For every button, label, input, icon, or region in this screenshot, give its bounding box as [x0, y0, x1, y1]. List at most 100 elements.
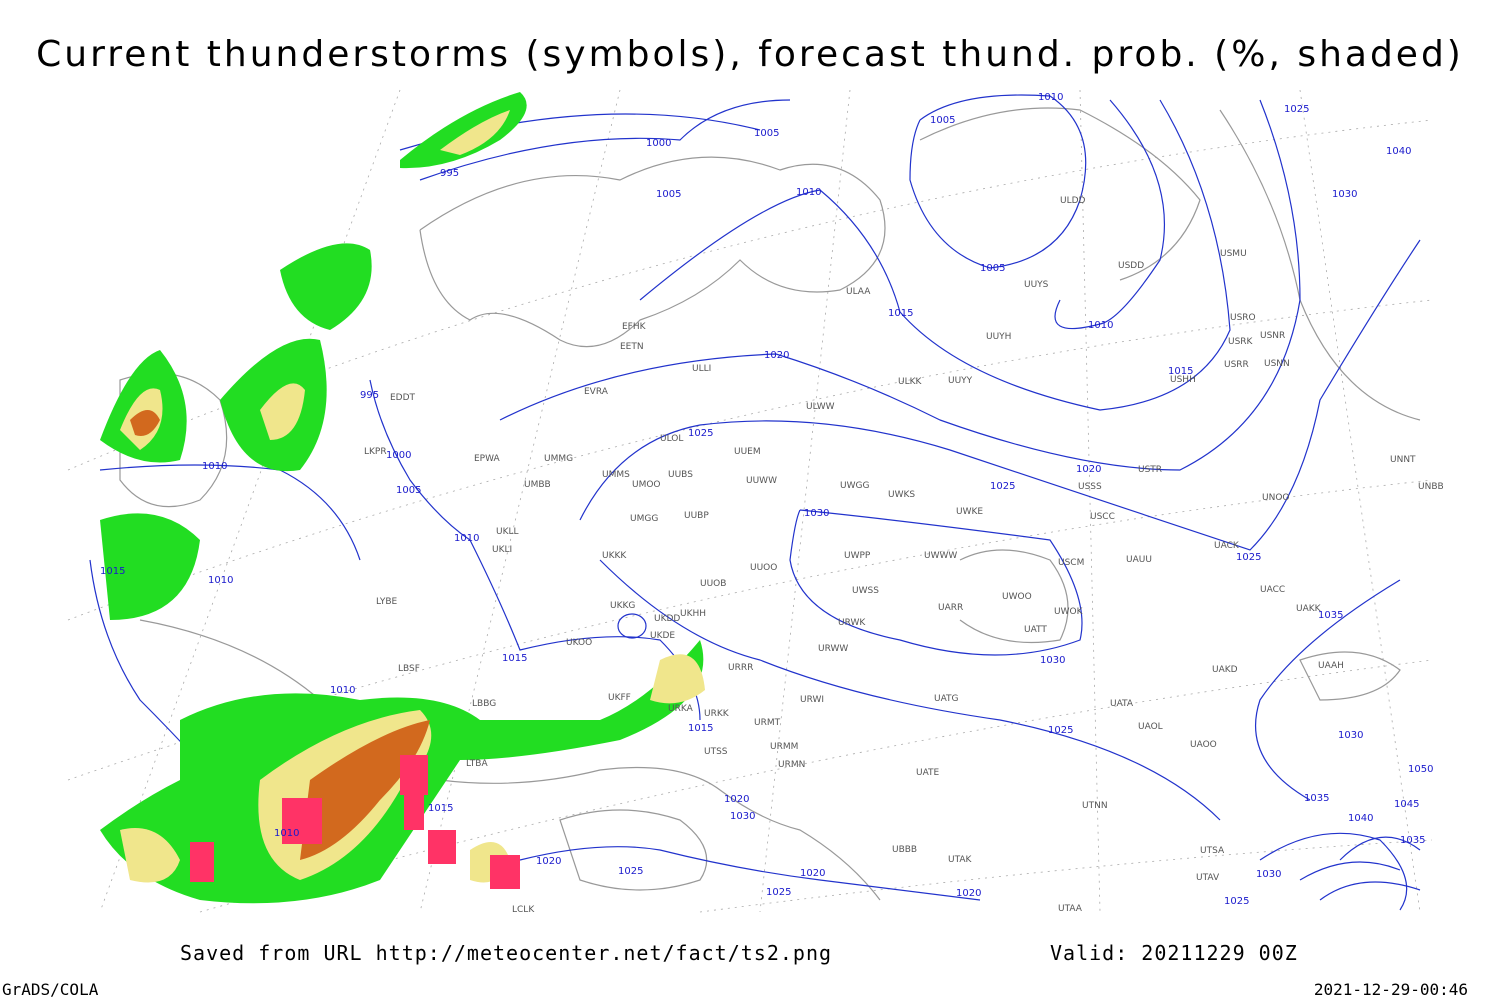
isobar-label: 1025	[1284, 104, 1309, 115]
coastline	[139, 619, 881, 901]
station-label: UUBS	[668, 470, 693, 480]
isobar-label: 1005	[930, 115, 955, 126]
title: Current thunderstorms (symbols), forecas…	[36, 34, 1464, 75]
isobar-label: 1010	[208, 575, 233, 586]
station-label: USRO	[1230, 313, 1256, 323]
coastline	[959, 549, 1069, 644]
storm-symbol	[490, 855, 520, 889]
station-label: UKLL	[496, 527, 519, 537]
isobar	[1259, 832, 1408, 911]
station-label: UNBB	[1418, 482, 1444, 492]
grid-line	[419, 89, 621, 913]
isobar-label: 1020	[536, 856, 561, 867]
station-label: URRR	[728, 663, 753, 673]
station-label: USMU	[1220, 249, 1247, 259]
grid-line	[67, 299, 1433, 621]
isobar-label: 1040	[1386, 146, 1411, 157]
station-label: URKK	[704, 709, 730, 719]
station-label: UKKG	[610, 601, 635, 611]
station-label: UUYH	[986, 332, 1011, 342]
prob-area	[650, 654, 705, 704]
station-label: UUYY	[948, 376, 973, 386]
station-label: URWW	[818, 644, 848, 654]
station-label: UKDD	[654, 614, 680, 624]
station-label: UKHH	[680, 609, 706, 619]
station-label: URWI	[800, 695, 824, 705]
station-label: UAUU	[1126, 555, 1152, 565]
station-label: EFHK	[622, 322, 647, 332]
station-label: UWPP	[844, 551, 871, 561]
station-label: ULOL	[660, 434, 683, 444]
grid-line	[99, 89, 401, 913]
station-label: UKOO	[566, 638, 592, 648]
isobar-label: 1025	[766, 887, 791, 898]
isobar	[617, 613, 647, 639]
station-label: USNR	[1260, 331, 1285, 341]
station-label: UTAA	[1058, 904, 1083, 914]
station-label: URKA	[668, 704, 694, 714]
station-label: UATA	[1110, 699, 1134, 709]
graticule	[67, 89, 1433, 913]
isobar-label: 1020	[724, 794, 749, 805]
station-label: EPWA	[474, 454, 501, 464]
station-label: UWWW	[924, 551, 957, 561]
isobar-label: 1010	[1038, 92, 1063, 103]
isobar	[1299, 836, 1421, 901]
station-label: UAOL	[1138, 722, 1163, 732]
station-label: ULLI	[692, 364, 711, 374]
station-label: UUOB	[700, 579, 726, 589]
station-label: USRK	[1228, 337, 1254, 347]
station-label: UATT	[1024, 625, 1047, 635]
isobars	[89, 94, 1421, 911]
station-label: ULAA	[846, 287, 871, 297]
storm-symbol	[428, 830, 456, 864]
prob-area	[120, 828, 180, 883]
prob-area	[300, 720, 430, 860]
station-label: UMBB	[524, 480, 551, 490]
station-label: UAOO	[1190, 740, 1217, 750]
isobar	[639, 99, 1231, 411]
isobar-label: 1005	[656, 189, 681, 200]
station-label: URMT	[754, 718, 781, 728]
isobar-label: 1010	[202, 461, 227, 472]
station-label: UMMG	[544, 454, 573, 464]
station-label: UTSA	[1200, 846, 1225, 856]
isobar-label: 1025	[990, 481, 1015, 492]
grid-line	[67, 119, 1433, 471]
storm-symbols	[190, 755, 520, 889]
valid-time: Valid: 20211229 00Z	[1050, 941, 1298, 965]
isobar-label: 1020	[800, 868, 825, 879]
station-label: UTNN	[1082, 801, 1108, 811]
grid-line	[699, 839, 1433, 913]
station-label: USNN	[1264, 359, 1290, 369]
isobar-label: 1035	[1400, 835, 1425, 846]
station-label: UMMS	[602, 470, 630, 480]
station-label: USRR	[1224, 360, 1249, 370]
prob-area	[440, 110, 510, 155]
station-label: UWOO	[1002, 592, 1032, 602]
isobar-label: 1010	[330, 685, 355, 696]
station-label: LYBE	[376, 597, 397, 607]
station-label: USHH	[1170, 375, 1196, 385]
coastline	[559, 809, 708, 891]
storm-symbol	[282, 798, 322, 844]
station-label: USCC	[1090, 512, 1115, 522]
isobar-label: 1030	[804, 508, 829, 519]
prob-area	[260, 383, 305, 440]
station-label: UAKD	[1212, 665, 1238, 675]
isobar-label: 1035	[1304, 793, 1329, 804]
station-label: UUEM	[734, 447, 761, 457]
station-label: UAAH	[1318, 661, 1344, 671]
isobar	[499, 99, 1301, 471]
coastline	[919, 107, 1201, 281]
isobar	[599, 559, 1221, 821]
station-label: UATG	[934, 694, 959, 704]
station-label: EVRA	[584, 387, 609, 397]
station-label: LKPR	[364, 447, 387, 457]
station-label: USCM	[1058, 558, 1084, 568]
saved-from: Saved from URL http://meteocenter.net/fa…	[180, 941, 832, 965]
station-label: LCLK	[512, 905, 535, 915]
map-labels: 1010 1005 1025 1040 1030 1005 1000 1005 1010 995 1…	[100, 92, 1444, 915]
station-label: URMM	[770, 742, 798, 752]
